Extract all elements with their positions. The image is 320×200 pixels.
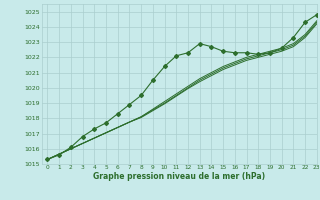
X-axis label: Graphe pression niveau de la mer (hPa): Graphe pression niveau de la mer (hPa) xyxy=(93,172,265,181)
